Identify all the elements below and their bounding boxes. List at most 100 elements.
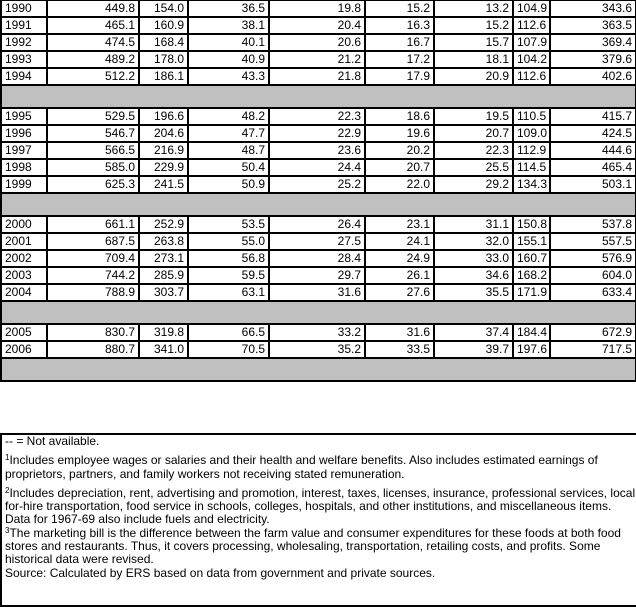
- year-cell: 2002: [0, 249, 48, 268]
- table-row: 2004 788.9 303.7 63.1 31.6 27.6 35.5 171.9 633.4: [0, 283, 636, 302]
- value-cell: 55.0: [187, 232, 270, 251]
- table-row: 2003 744.2 285.9 59.5 29.7 26.1 34.6 168.2 604.0: [0, 266, 636, 285]
- value-cell: 343.6: [549, 0, 636, 18]
- value-cell: 197.6: [512, 340, 551, 359]
- value-cell: 20.7: [433, 124, 514, 143]
- value-cell: 319.8: [138, 323, 189, 342]
- value-cell: 171.9: [512, 283, 551, 302]
- footnote-3: 3The marketing bill is the difference be…: [5, 525, 636, 567]
- value-cell: 59.5: [187, 266, 270, 285]
- value-cell: 263.8: [138, 232, 189, 251]
- value-cell: 20.4: [268, 16, 366, 35]
- value-cell: 109.0: [512, 124, 551, 143]
- value-cell: 489.2: [46, 50, 140, 69]
- value-cell: 369.4: [549, 33, 636, 52]
- value-cell: 17.9: [364, 67, 435, 86]
- value-cell: 56.8: [187, 249, 270, 268]
- value-cell: 585.0: [46, 158, 140, 177]
- value-cell: 27.5: [268, 232, 366, 251]
- footnote-2: 2Includes depreciation, rent, advertisin…: [5, 486, 636, 527]
- value-cell: 17.2: [364, 50, 435, 69]
- value-cell: 20.2: [364, 141, 435, 160]
- value-cell: 633.4: [549, 283, 636, 302]
- value-cell: 25.2: [268, 175, 366, 194]
- value-cell: 32.0: [433, 232, 514, 251]
- value-cell: 566.5: [46, 141, 140, 160]
- year-cell: 1999: [0, 175, 48, 194]
- value-cell: 20.9: [433, 67, 514, 86]
- value-cell: 63.1: [187, 283, 270, 302]
- value-cell: 22.3: [268, 107, 366, 126]
- year-cell: 1997: [0, 141, 48, 160]
- table-row: 2001 687.5 263.8 55.0 27.5 24.1 32.0 155.1 557.5: [0, 232, 636, 251]
- value-cell: 604.0: [549, 266, 636, 285]
- value-cell: 424.5: [549, 124, 636, 143]
- value-cell: 402.6: [549, 67, 636, 86]
- value-cell: 168.4: [138, 33, 189, 52]
- value-cell: 15.2: [364, 0, 435, 18]
- value-cell: 19.6: [364, 124, 435, 143]
- value-cell: 50.4: [187, 158, 270, 177]
- value-cell: 154.0: [138, 0, 189, 18]
- year-cell: 2000: [0, 215, 48, 234]
- value-cell: 546.7: [46, 124, 140, 143]
- value-cell: 557.5: [549, 232, 636, 251]
- value-cell: 444.6: [549, 141, 636, 160]
- table-row: 1993 489.2 178.0 40.9 21.2 17.2 18.1 104.2 379.6: [0, 50, 636, 69]
- year-cell: 1990: [0, 0, 48, 18]
- value-cell: 687.5: [46, 232, 140, 251]
- value-cell: 672.9: [549, 323, 636, 342]
- value-cell: 709.4: [46, 249, 140, 268]
- value-cell: 216.9: [138, 141, 189, 160]
- value-cell: 27.6: [364, 283, 435, 302]
- value-cell: 112.6: [512, 16, 551, 35]
- value-cell: 38.1: [187, 16, 270, 35]
- table-row: 1994 512.2 186.1 43.3 21.8 17.9 20.9 112.6 402.6: [0, 67, 636, 86]
- value-cell: 29.2: [433, 175, 514, 194]
- value-cell: 35.2: [268, 340, 366, 359]
- value-cell: 114.5: [512, 158, 551, 177]
- value-cell: 184.4: [512, 323, 551, 342]
- value-cell: 830.7: [46, 323, 140, 342]
- table-row: 1992 474.5 168.4 40.1 20.6 16.7 15.7 107.9 369.4: [0, 33, 636, 52]
- value-cell: 33.5: [364, 340, 435, 359]
- value-cell: 363.5: [549, 16, 636, 35]
- value-cell: 40.1: [187, 33, 270, 52]
- value-cell: 273.1: [138, 249, 189, 268]
- separator-row: [0, 84, 636, 109]
- value-cell: 21.2: [268, 50, 366, 69]
- value-cell: 23.1: [364, 215, 435, 234]
- value-cell: 512.2: [46, 67, 140, 86]
- value-cell: 415.7: [549, 107, 636, 126]
- value-cell: 155.1: [512, 232, 551, 251]
- value-cell: 24.4: [268, 158, 366, 177]
- source-note: Source: Calculated by ERS based on data …: [5, 565, 436, 580]
- value-cell: 15.2: [433, 16, 514, 35]
- value-cell: 168.2: [512, 266, 551, 285]
- value-cell: 204.6: [138, 124, 189, 143]
- year-cell: 1998: [0, 158, 48, 177]
- table-row: 2002 709.4 273.1 56.8 28.4 24.9 33.0 160.7 576.9: [0, 249, 636, 268]
- footnote-text: The marketing bill is the difference bet…: [5, 525, 621, 567]
- value-cell: 28.4: [268, 249, 366, 268]
- value-cell: 39.7: [433, 340, 514, 359]
- table-row: 1997 566.5 216.9 48.7 23.6 20.2 22.3 112.9 444.6: [0, 141, 636, 160]
- footnote-marker: 1: [5, 453, 10, 463]
- value-cell: 31.6: [268, 283, 366, 302]
- table-row: 1990 449.8 154.0 36.5 19.8 15.2 13.2 104.9 343.6: [0, 0, 636, 18]
- value-cell: 576.9: [549, 249, 636, 268]
- value-cell: 474.5: [46, 33, 140, 52]
- value-cell: 40.9: [187, 50, 270, 69]
- value-cell: 717.5: [549, 340, 636, 359]
- value-cell: 22.0: [364, 175, 435, 194]
- value-cell: 21.8: [268, 67, 366, 86]
- value-cell: 178.0: [138, 50, 189, 69]
- value-cell: 53.5: [187, 215, 270, 234]
- value-cell: 48.7: [187, 141, 270, 160]
- year-cell: 2003: [0, 266, 48, 285]
- table-row: 1995 529.5 196.6 48.2 22.3 18.6 19.5 110.5 415.7: [0, 107, 636, 126]
- value-cell: 537.8: [549, 215, 636, 234]
- year-cell: 2001: [0, 232, 48, 251]
- value-cell: 22.9: [268, 124, 366, 143]
- value-cell: 104.2: [512, 50, 551, 69]
